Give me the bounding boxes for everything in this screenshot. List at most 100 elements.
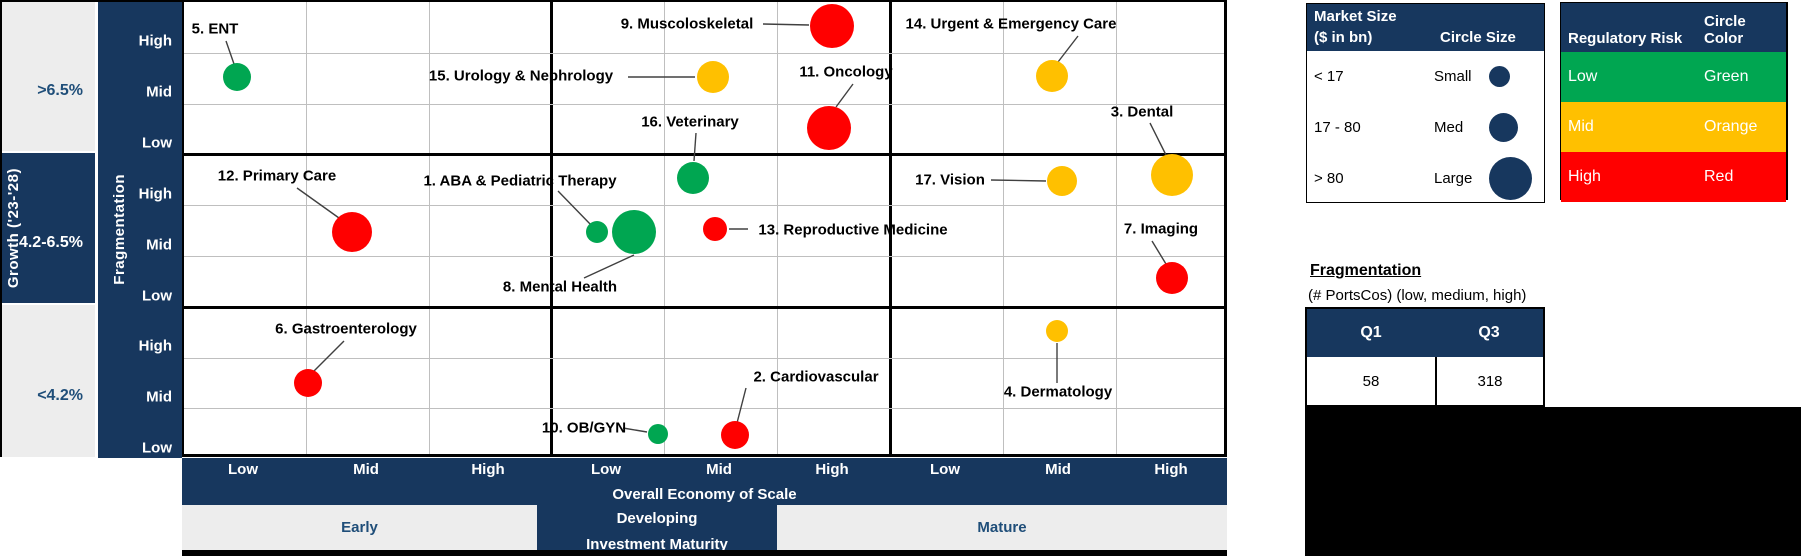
medium-circle-icon: [1489, 113, 1518, 142]
q1-header: Q1: [1360, 324, 1382, 341]
market-size-range: 17 - 80: [1314, 119, 1361, 136]
maturity-band-bottom-border: [182, 550, 1227, 556]
large-circle-icon: [1489, 157, 1532, 200]
maturity-cell-developing: Developing Investment Maturity: [537, 505, 777, 556]
risk-level: Low: [1568, 68, 1598, 85]
sector-label-8: 8. Mental Health: [502, 278, 618, 296]
fragmentation-axis-title-wrap: Fragmentation: [106, 0, 132, 458]
sector-bubble-9: [810, 4, 854, 48]
sector-label-7: 7. Imaging: [1123, 220, 1199, 238]
x-tick-label: Low: [591, 461, 621, 478]
x-tick-label: High: [1154, 461, 1188, 478]
x-tick-label: Mid: [353, 461, 379, 478]
sector-label-10: 10. OB/GYN: [541, 419, 627, 437]
gridline-vertical: [777, 2, 778, 454]
circle-color-header: Circle Color: [1704, 13, 1746, 47]
market-size-title: Market Size: [1314, 8, 1397, 25]
growth-axis-title: Growth ('23-'28): [4, 167, 22, 289]
gridline-vertical: [664, 2, 665, 454]
growth-axis-title-wrap: Growth ('23-'28): [0, 153, 26, 303]
sector-label-11: 11. Oncology: [799, 63, 893, 81]
fragmentation-level-label: High: [138, 32, 172, 50]
sector-label-17: 17. Vision: [915, 171, 985, 189]
market-size-label: Large: [1434, 170, 1473, 187]
regulatory-risk-legend: Regulatory Risk Circle Color Low Green M…: [1560, 2, 1788, 202]
economy-of-scale-axis-bar: Overall Economy of Scale Low Mid High Low Mi…: [182, 458, 1227, 505]
gridline-vertical: [1116, 2, 1117, 454]
fragmentation-level-label: Mid: [146, 236, 172, 254]
sector-bubble-16: [677, 162, 709, 194]
sector-label-4: 4. Dermatology: [1003, 383, 1113, 401]
q3-value: 318: [1435, 357, 1543, 405]
sector-label-9: 9. Muscoloskeletal: [620, 15, 754, 33]
circle-size-header: Circle Size: [1440, 29, 1516, 46]
sector-bubble-15: [697, 61, 729, 93]
gridline-vertical: [306, 2, 307, 454]
fragmentation-axis-column: Fragmentation High Mid Low High Mid Low High Mi…: [98, 0, 182, 458]
market-size-label: Med: [1434, 119, 1464, 136]
market-size-label: Small: [1434, 68, 1472, 85]
fragmentation-level-label: High: [138, 337, 172, 355]
market-size-subtitle: ($ in bn): [1314, 29, 1373, 46]
risk-level: Mid: [1568, 118, 1594, 135]
sector-bubble-8: [612, 210, 656, 254]
growth-band-label: <4.2%: [37, 387, 83, 404]
gridline-vertical: [429, 2, 430, 454]
x-tick-label: High: [815, 461, 849, 478]
fragmentation-level-label: Mid: [146, 83, 172, 101]
risk-color-name: Green: [1704, 68, 1749, 85]
fragmentation-legend-title: Fragmentation: [1310, 262, 1422, 279]
x-tick-label: Low: [228, 461, 258, 478]
q1-value: 58: [1362, 372, 1380, 390]
gridline-horizontal: [184, 205, 1224, 206]
sector-bubble-3: [1151, 154, 1193, 196]
market-size-row: > 80 Large: [1307, 153, 1544, 204]
fragmentation-level-label: Low: [142, 134, 172, 152]
risk-row-low: Low Green: [1561, 52, 1786, 102]
fragmentation-quartile-table: Q1 Q3 58 318: [1305, 307, 1545, 407]
economy-of-scale-axis-title: Overall Economy of Scale: [612, 486, 797, 503]
sector-label-3: 3. Dental: [1110, 103, 1174, 121]
x-tick-label: High: [471, 461, 505, 478]
market-size-legend: Market Size ($ in bn) Circle Size < 17 S…: [1306, 3, 1545, 203]
sector-bubble-10: [648, 424, 668, 444]
sector-label-13: 13. Reproductive Medicine: [758, 221, 948, 239]
market-size-range: < 17: [1314, 68, 1344, 85]
regulatory-risk-header: Regulatory Risk: [1568, 30, 1683, 47]
fragmentation-table-header: Q1 Q3: [1307, 309, 1543, 357]
maturity-cell-mature: Mature: [777, 505, 1227, 550]
chart-top-border: [0, 0, 1227, 2]
fragmentation-level-label: Mid: [146, 388, 172, 406]
sector-bubble-13: [703, 217, 727, 241]
x-tick-label: Mid: [1045, 461, 1071, 478]
fragmentation-level-label: Low: [142, 439, 172, 457]
group-divider-horizontal: [184, 306, 1224, 309]
fragmentation-level-label: High: [138, 185, 172, 203]
gridline-horizontal: [184, 256, 1224, 257]
x-tick-label: Mid: [706, 461, 732, 478]
growth-band-label: >6.5%: [37, 81, 83, 99]
risk-row-high: High Red: [1561, 152, 1786, 202]
fragmentation-level-label: Low: [142, 287, 172, 305]
fragmentation-axis-title: Fragmentation: [110, 173, 128, 285]
market-size-row: 17 - 80 Med: [1307, 102, 1544, 153]
maturity-label: Mature: [977, 519, 1027, 536]
regulatory-risk-legend-header: Regulatory Risk Circle Color: [1561, 3, 1786, 52]
risk-row-mid: Mid Orange: [1561, 102, 1786, 152]
chart-left-border: [0, 0, 2, 457]
market-size-legend-header: Market Size ($ in bn) Circle Size: [1307, 4, 1544, 51]
group-divider-vertical: [550, 2, 553, 454]
growth-band-label: 4.2-6.5%: [18, 234, 83, 251]
gridline-horizontal: [184, 53, 1224, 54]
sector-label-1: 1. ABA & Pediatric Therapy: [423, 172, 617, 190]
sector-label-15: 15. Urology & Nephrology: [428, 67, 614, 85]
gridline-horizontal: [184, 358, 1224, 359]
sector-label-16: 16. Veterinary: [641, 113, 739, 131]
q3-header: Q3: [1478, 324, 1500, 341]
x-tick-label: Low: [930, 461, 960, 478]
sector-label-6: 6. Gastroenterology: [275, 320, 417, 338]
maturity-label: Developing: [616, 510, 698, 527]
sector-bubble-4: [1046, 320, 1068, 342]
sector-bubble-2: [721, 421, 749, 449]
